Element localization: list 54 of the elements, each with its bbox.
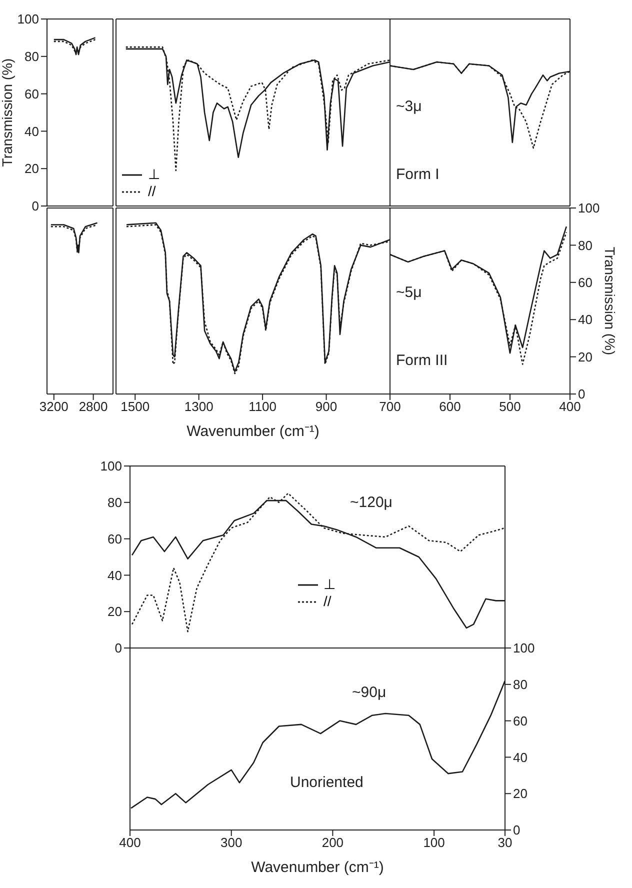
y-tick-label: 0	[114, 640, 122, 656]
x-tick-label: 1100	[248, 399, 277, 414]
annotation: ~90μ	[352, 684, 386, 701]
x-axis-title: Wavenumber (cm⁻¹)	[186, 423, 320, 440]
y-tick-label: 60	[578, 275, 592, 290]
y-axis-title: Transmission (%)	[0, 58, 15, 167]
y-tick-label: 100	[17, 12, 39, 27]
annotation: ~3μ	[396, 98, 422, 115]
x-tick-label: 100	[423, 835, 445, 850]
y-tick-label: 20	[24, 161, 39, 176]
y-tick-label: 40	[513, 750, 528, 765]
y-tick-label: 100	[100, 458, 122, 474]
x-tick-label: 30	[498, 835, 512, 850]
y-tick-label: 0	[513, 822, 520, 838]
y-tick-label: 80	[108, 495, 122, 510]
x-tick-label: 1300	[184, 399, 214, 414]
x-tick-label: 400	[119, 835, 141, 850]
y-tick-label: 60	[24, 86, 39, 102]
x-tick-label: 1500	[120, 399, 150, 414]
annotation: Form III	[396, 352, 448, 369]
y-tick-label: 60	[513, 713, 528, 728]
annotation: ~5μ	[396, 284, 422, 301]
y-tick-label: 40	[24, 124, 39, 139]
legend-label: //	[324, 593, 332, 610]
y-tick-label: 20	[578, 349, 592, 364]
x-tick-label: 300	[220, 835, 242, 850]
legend-label: ⊥	[324, 576, 336, 593]
y-tick-label: 80	[24, 49, 39, 64]
x-tick-label: 400	[559, 399, 581, 414]
y-tick-label: 40	[578, 312, 592, 328]
y-tick-label: 100	[578, 200, 600, 216]
x-tick-label: 3200	[39, 399, 68, 414]
annotation: ~120μ	[350, 494, 392, 511]
x-tick-label: 2800	[78, 399, 108, 414]
x-tick-label: 900	[315, 399, 338, 414]
y-tick-label: 100	[513, 640, 535, 656]
y-tick-label: 20	[108, 604, 122, 620]
x-tick-label: 200	[322, 835, 344, 850]
y-axis-title: Transmission (%)	[602, 246, 618, 356]
legend-label: //	[148, 183, 156, 200]
y-tick-label: 0	[32, 198, 39, 214]
x-tick-label: 600	[439, 399, 461, 414]
y-tick-label: 60	[108, 531, 122, 546]
x-axis-title: Wavenumber (cm⁻¹)	[251, 859, 384, 876]
annotation: Form I	[396, 166, 440, 183]
annotation: Unoriented	[290, 774, 364, 791]
y-tick-label: 80	[578, 238, 592, 253]
y-tick-label: 0	[578, 386, 586, 402]
y-tick-label: 20	[513, 786, 528, 802]
y-tick-label: 80	[513, 677, 528, 692]
y-tick-label: 40	[108, 568, 122, 583]
legend-label: ⊥	[148, 166, 160, 183]
x-tick-label: 700	[379, 399, 401, 414]
x-tick-label: 500	[499, 399, 521, 414]
